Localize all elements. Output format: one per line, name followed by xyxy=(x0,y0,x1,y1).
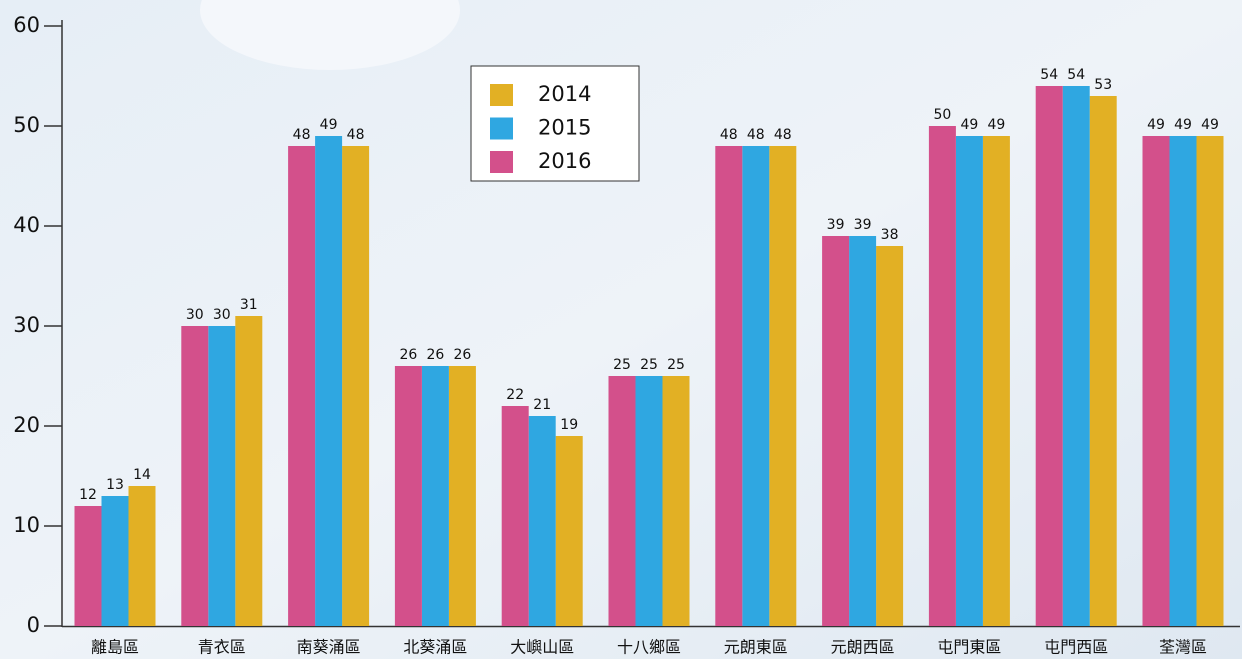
bar xyxy=(876,246,904,626)
value-label: 25 xyxy=(640,357,658,373)
bar xyxy=(342,146,370,626)
bar xyxy=(288,146,316,626)
value-label: 14 xyxy=(133,467,151,483)
background-glow xyxy=(200,0,460,70)
legend-label: 2014 xyxy=(538,82,591,106)
bar xyxy=(501,406,529,626)
bar xyxy=(555,436,583,626)
bar xyxy=(849,236,877,626)
bar xyxy=(208,326,236,626)
legend-swatch xyxy=(490,117,513,140)
x-tick-label: 屯門西區 xyxy=(1044,638,1108,657)
y-tick-label: 40 xyxy=(13,213,40,237)
bar xyxy=(928,126,956,626)
value-label: 30 xyxy=(186,307,204,323)
value-label: 54 xyxy=(1067,67,1085,83)
value-label: 26 xyxy=(399,347,417,363)
bar xyxy=(448,366,476,626)
bar xyxy=(101,496,129,626)
y-tick-label: 0 xyxy=(27,613,40,637)
value-label: 38 xyxy=(881,227,899,243)
x-tick-label: 離島區 xyxy=(91,638,139,657)
value-label: 48 xyxy=(347,127,365,143)
value-label: 30 xyxy=(213,307,231,323)
bar xyxy=(1196,136,1224,626)
value-label: 49 xyxy=(1174,117,1192,133)
value-label: 48 xyxy=(747,127,765,143)
value-label: 22 xyxy=(506,387,524,403)
y-tick-label: 50 xyxy=(13,113,40,137)
value-label: 50 xyxy=(933,107,951,123)
bar xyxy=(1142,136,1170,626)
bar xyxy=(315,136,343,626)
bar xyxy=(769,146,797,626)
value-label: 49 xyxy=(1147,117,1165,133)
value-label: 48 xyxy=(720,127,738,143)
value-label: 49 xyxy=(960,117,978,133)
bar xyxy=(421,366,449,626)
legend-swatch xyxy=(490,84,513,106)
value-label: 25 xyxy=(667,357,685,373)
bar xyxy=(822,236,850,626)
value-label: 26 xyxy=(426,347,444,363)
bar xyxy=(1169,136,1197,626)
x-tick-label: 荃灣區 xyxy=(1159,638,1207,657)
x-tick-label: 元朗西區 xyxy=(831,638,895,657)
legend-swatch xyxy=(490,151,513,173)
value-label: 49 xyxy=(320,117,338,133)
bar xyxy=(1089,96,1117,626)
bar xyxy=(74,506,102,626)
value-label: 13 xyxy=(106,477,124,493)
y-tick-label: 20 xyxy=(13,413,40,437)
bar xyxy=(235,316,263,626)
legend-label: 2015 xyxy=(538,116,591,140)
x-tick-label: 十八鄉區 xyxy=(617,638,681,657)
bar xyxy=(982,136,1010,626)
bar xyxy=(528,416,556,626)
bar xyxy=(181,326,209,626)
value-label: 21 xyxy=(533,397,551,413)
value-label: 25 xyxy=(613,357,631,373)
value-label: 53 xyxy=(1094,77,1112,93)
x-tick-label: 南葵涌區 xyxy=(297,638,361,657)
bar xyxy=(662,376,690,626)
bar xyxy=(1062,86,1090,626)
value-label: 39 xyxy=(854,217,872,233)
bar xyxy=(955,136,983,626)
y-tick-label: 60 xyxy=(13,13,40,37)
x-tick-label: 青衣區 xyxy=(198,638,246,657)
x-tick-label: 大嶼山區 xyxy=(510,638,574,657)
value-label: 39 xyxy=(827,217,845,233)
x-tick-label: 屯門東區 xyxy=(937,638,1001,657)
value-label: 12 xyxy=(79,487,97,503)
legend-label: 2016 xyxy=(538,149,591,173)
bar xyxy=(128,486,156,626)
value-label: 54 xyxy=(1040,67,1058,83)
value-label: 31 xyxy=(240,297,258,313)
y-tick-label: 30 xyxy=(13,313,40,337)
value-label: 48 xyxy=(774,127,792,143)
bar xyxy=(394,366,422,626)
bar xyxy=(1035,86,1063,626)
y-tick-label: 10 xyxy=(13,513,40,537)
value-label: 48 xyxy=(293,127,311,143)
value-label: 49 xyxy=(1201,117,1219,133)
bar xyxy=(608,376,636,626)
bar xyxy=(742,146,770,626)
x-tick-label: 元朗東區 xyxy=(724,638,788,657)
value-label: 26 xyxy=(453,347,471,363)
value-label: 19 xyxy=(560,417,578,433)
x-tick-label: 北葵涌區 xyxy=(403,638,467,657)
bar xyxy=(715,146,743,626)
bar xyxy=(635,376,663,626)
value-label: 49 xyxy=(987,117,1005,133)
